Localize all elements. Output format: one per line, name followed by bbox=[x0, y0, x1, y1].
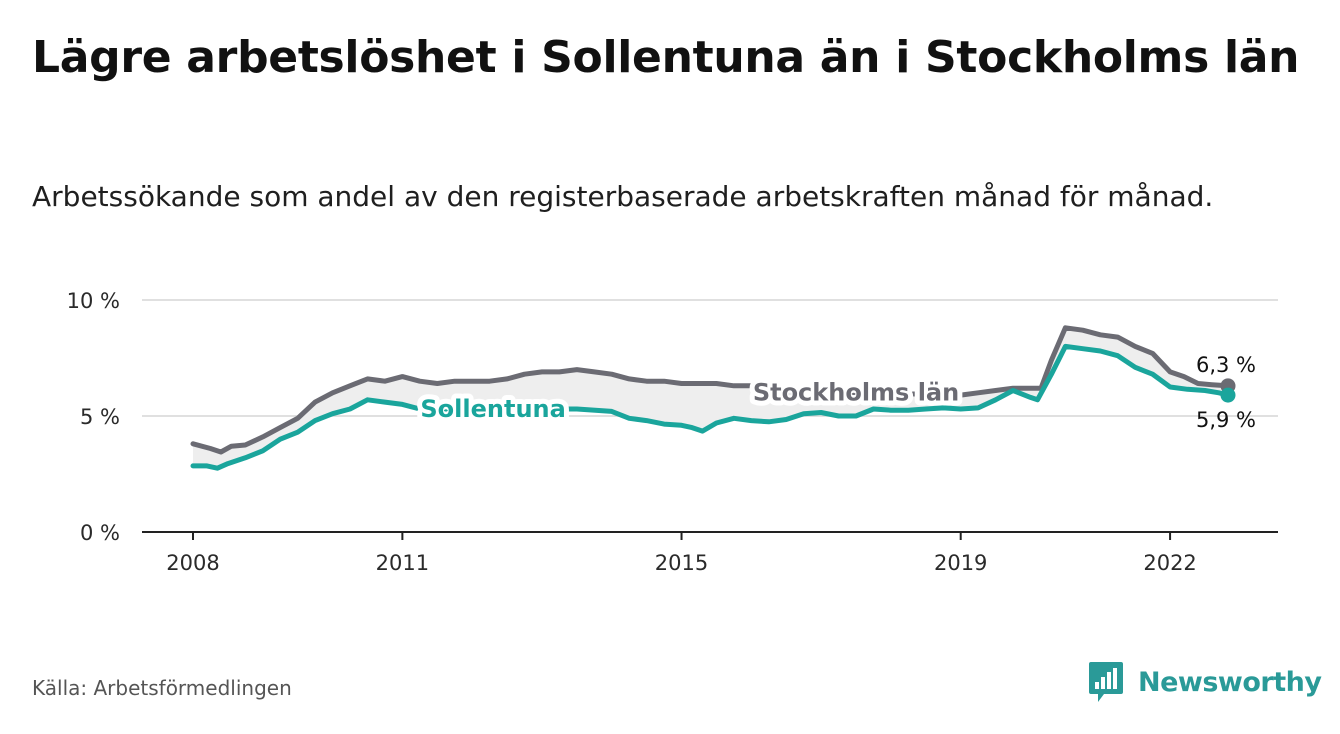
y-tick-label: 10 % bbox=[67, 289, 120, 313]
gap-band bbox=[193, 327, 1228, 469]
chart-subtitle: Arbetssökande som andel av den registerb… bbox=[32, 180, 1214, 213]
x-tick-label: 2008 bbox=[166, 551, 219, 575]
series-line-stockholm bbox=[190, 325, 1231, 455]
x-tick-label: 2015 bbox=[655, 551, 708, 575]
x-tick-label: 2019 bbox=[934, 551, 987, 575]
series-label-stockholm-halo: Stockholms län bbox=[753, 379, 959, 407]
series-label-sollentuna: Sollentuna bbox=[420, 395, 565, 423]
end-label-sollentuna: 5,9 % bbox=[1196, 408, 1256, 432]
chart-title: Lägre arbetslöshet i Sollentuna än i Sto… bbox=[32, 32, 1300, 83]
newsworthy-logo-icon bbox=[1089, 662, 1123, 702]
y-tick-label: 5 % bbox=[80, 405, 120, 429]
x-tick-label: 2022 bbox=[1143, 551, 1196, 575]
x-tick-label: 2011 bbox=[376, 551, 429, 575]
end-dot-sollentuna bbox=[1220, 387, 1236, 403]
brand-logo: Newsworthy bbox=[1088, 660, 1322, 704]
series-line-sollentuna bbox=[190, 343, 1231, 471]
series-label-sollentuna-halo: Sollentuna bbox=[420, 395, 565, 423]
source-note: Källa: Arbetsförmedlingen bbox=[32, 676, 292, 700]
series-label-stockholm: Stockholms län bbox=[753, 379, 959, 407]
brand-name: Newsworthy bbox=[1138, 666, 1322, 698]
y-tick-label: 0 % bbox=[80, 521, 120, 545]
line-chart: 0 % 5 % 10 % 2008 2011 2015 2019 2022 Stockholms… bbox=[67, 289, 1278, 575]
end-label-stockholm: 6,3 % bbox=[1196, 353, 1256, 377]
